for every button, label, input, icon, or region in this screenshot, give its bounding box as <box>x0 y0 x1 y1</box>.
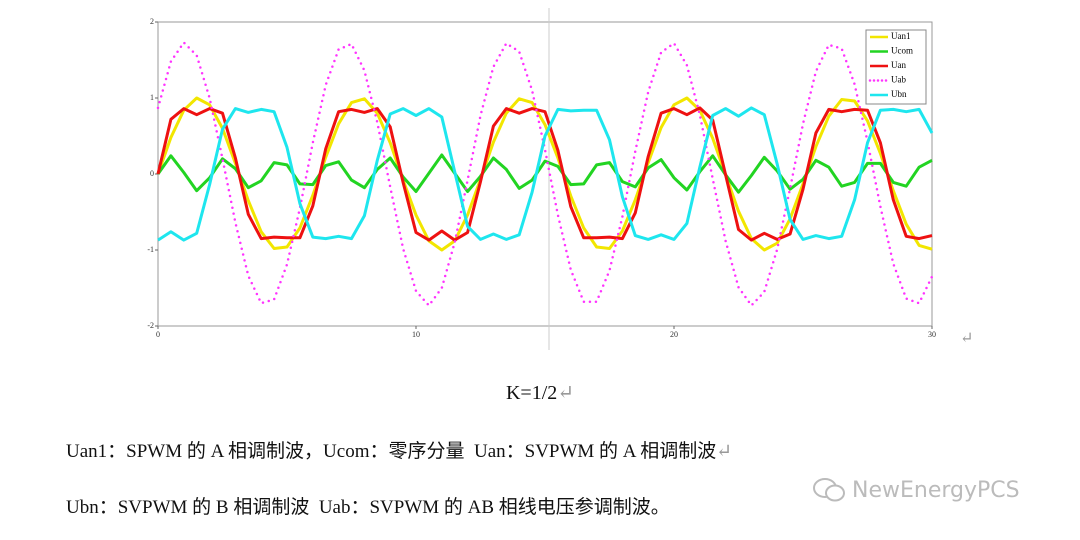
y-tick-label: 0 <box>150 169 154 178</box>
x-tick-label: 20 <box>670 330 678 339</box>
watermark-icon <box>813 478 845 502</box>
series-line <box>156 41 934 307</box>
x-tick-label: 0 <box>156 330 160 339</box>
legend-label: Uan1 <box>891 31 911 41</box>
x-tick-label: 30 <box>928 330 936 339</box>
x-tick-label: 10 <box>412 330 420 339</box>
series-line <box>156 153 933 194</box>
y-tick-label: 2 <box>150 17 154 26</box>
paragraph-text: Ubn：SVPWM 的 B 相调制波 Uab：SVPWM 的 AB 相线电压参调… <box>66 497 670 518</box>
y-tick-label: 1 <box>150 93 154 102</box>
legend-label: Uab <box>891 75 906 85</box>
paragraph: Ubn：SVPWM 的 B 相调制波 Uab：SVPWM 的 AB 相线电压参调… <box>66 492 670 519</box>
legend: Uan1 Ucom Uan Uab Ubn <box>865 29 927 105</box>
paragraph: Uan1：SPWM 的 A 相调制波，Ucom：零序分量 Uan：SVPWM 的… <box>66 436 732 463</box>
caption: K=1/2↵ <box>0 380 1080 405</box>
watermark: NewEnergyPCS <box>812 476 1020 504</box>
y-tick-label: -1 <box>147 245 154 254</box>
series-line <box>157 106 934 242</box>
legend-label: Uan <box>891 60 906 70</box>
caption-text: K=1/2 <box>505 382 558 404</box>
plot-frame <box>157 21 933 327</box>
watermark-text: NewEnergyPCS <box>852 477 1020 503</box>
series-line <box>156 106 933 242</box>
paragraph-mark: ↵ <box>716 441 733 462</box>
y-tick-label: -2 <box>147 321 154 330</box>
legend-label: Ubn <box>891 89 907 99</box>
paragraph-mark: ↵ <box>557 382 575 404</box>
paragraph-mark: ↵ <box>960 330 973 347</box>
paragraph-text: Uan1：SPWM 的 A 相调制波，Ucom：零序分量 Uan：SVPWM 的… <box>66 441 717 462</box>
legend-label: Ucom <box>891 46 913 56</box>
